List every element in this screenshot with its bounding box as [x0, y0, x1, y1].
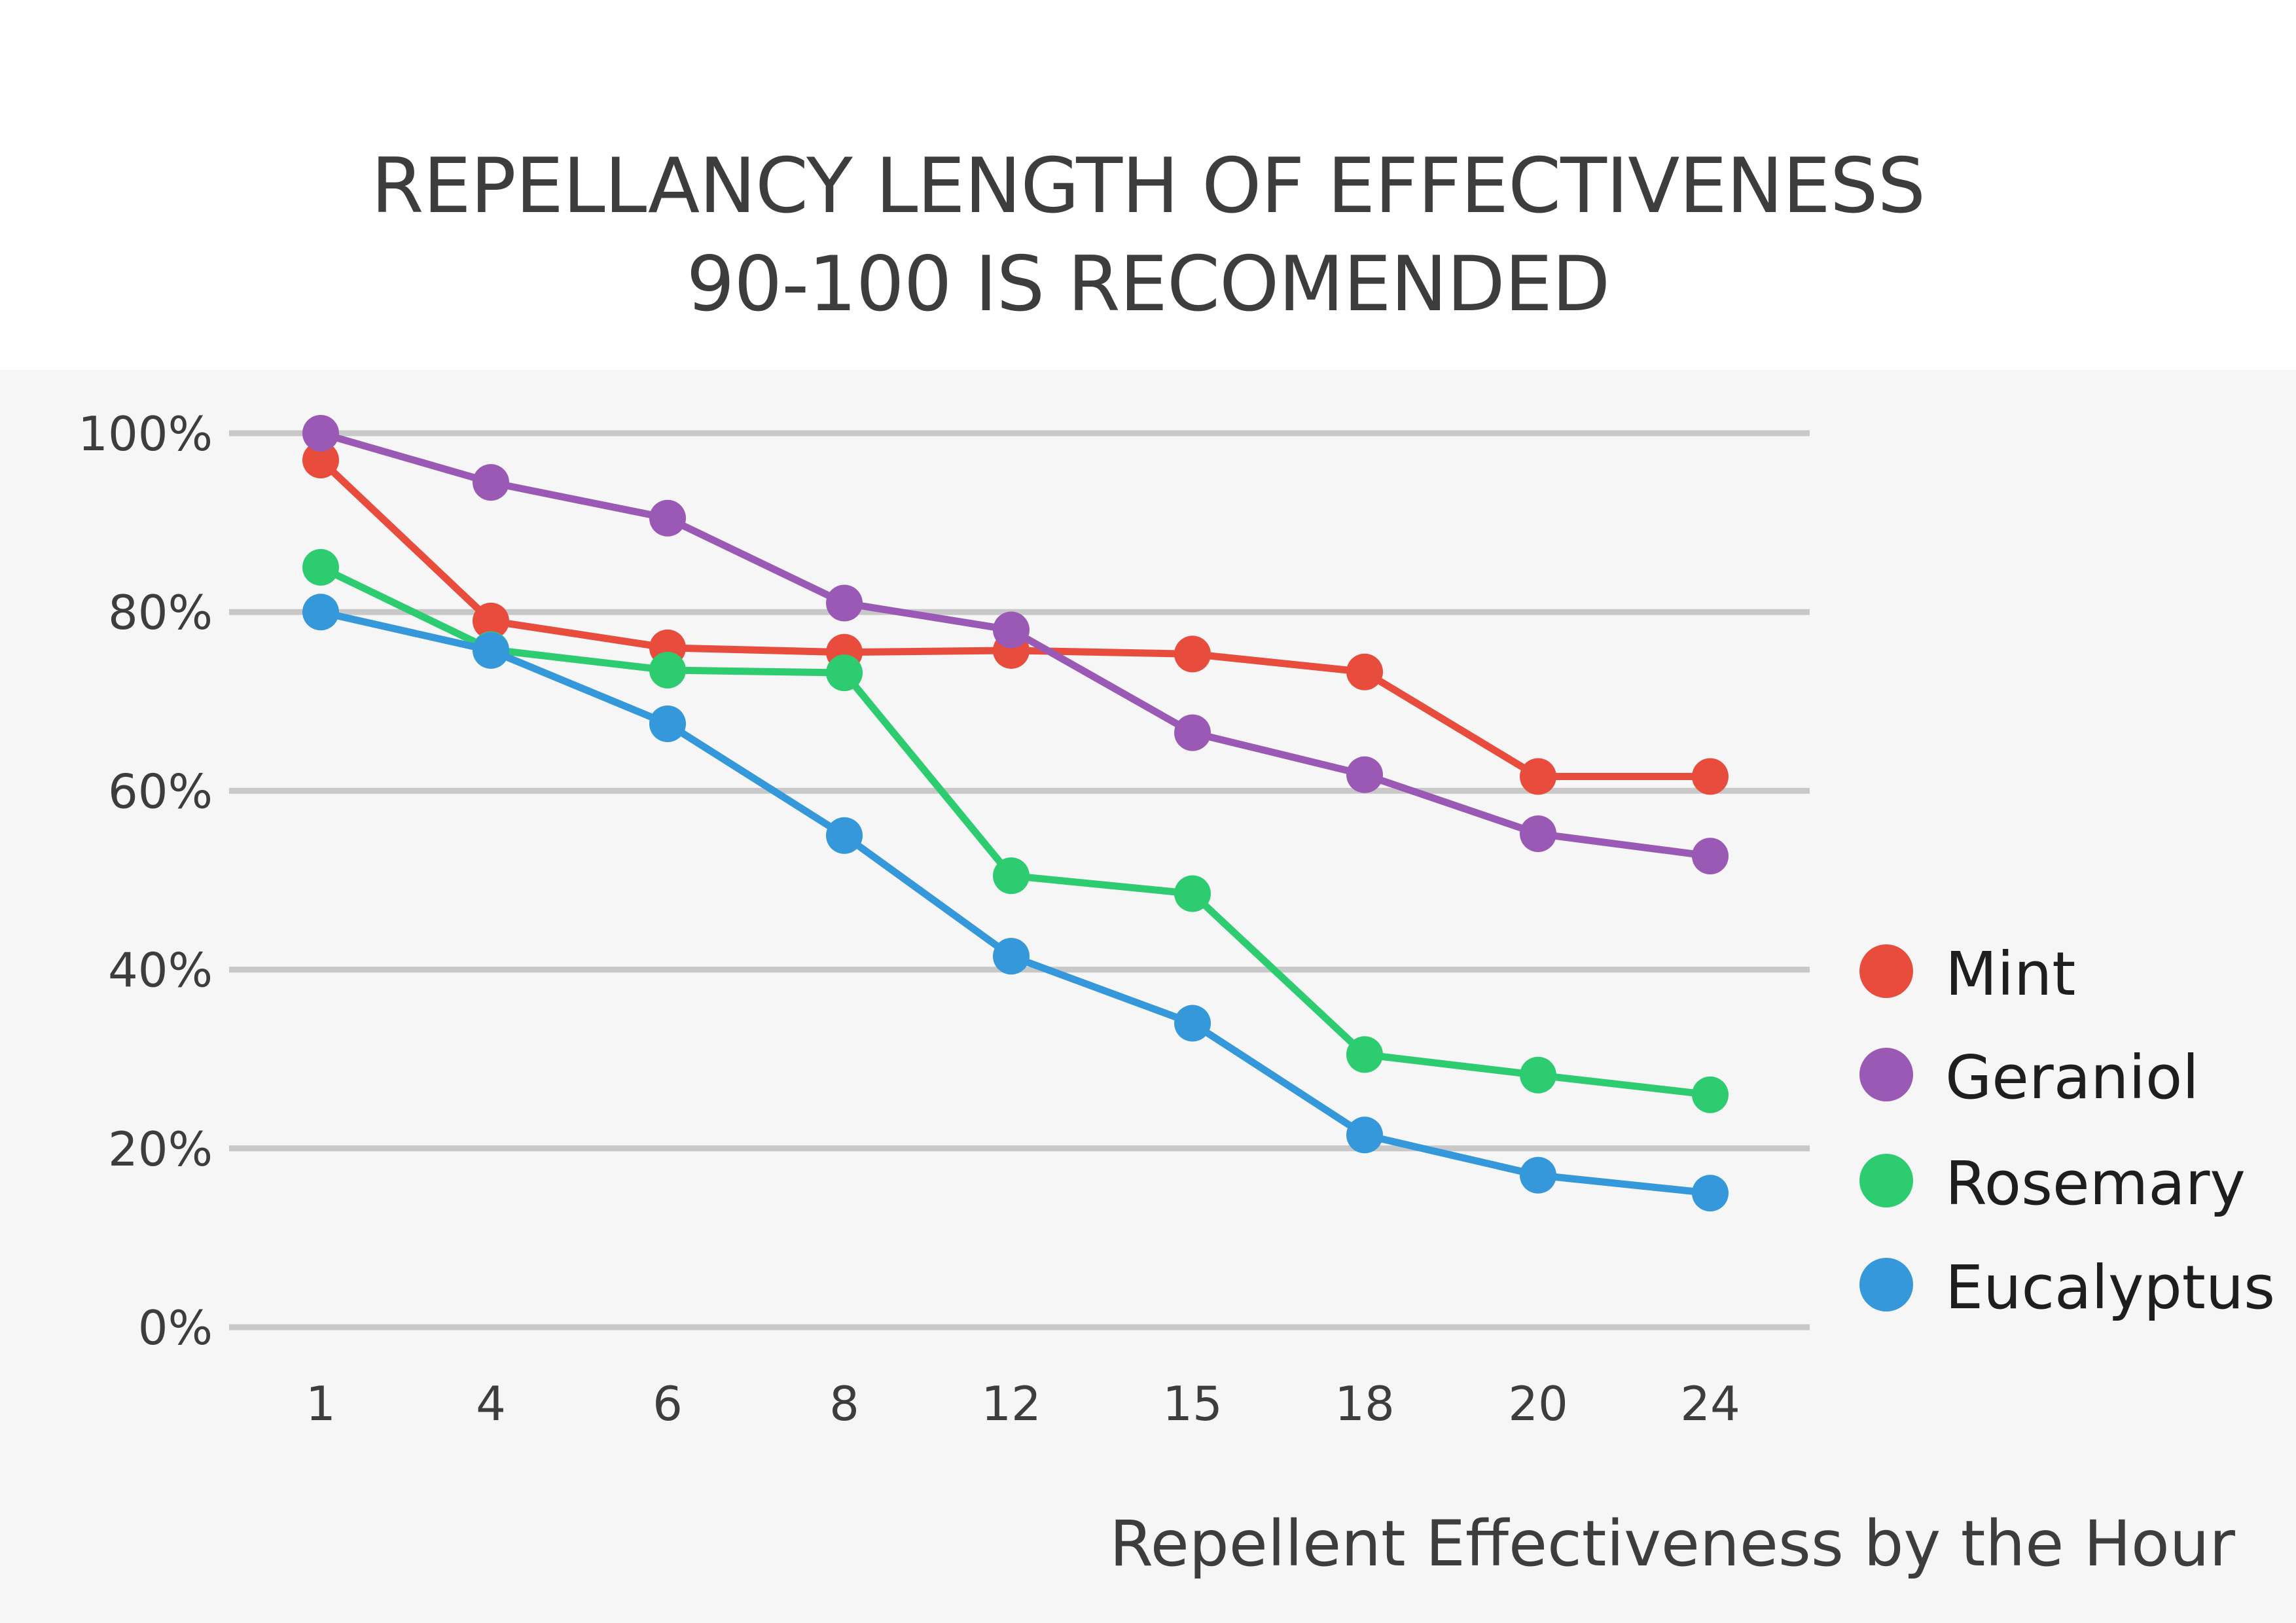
- legend-item-mint: Mint: [1859, 939, 2075, 1009]
- data-point: [473, 464, 509, 501]
- data-point: [649, 705, 686, 742]
- data-point: [1346, 1036, 1383, 1073]
- legend-label: Eucalyptus: [1945, 1253, 2275, 1323]
- x-axis-ticks: 1 4 6 8 12 15 18 20 24: [306, 1376, 1740, 1431]
- legend-marker: [1859, 1048, 1913, 1101]
- data-point: [302, 415, 339, 452]
- legend-item-geraniol: Geraniol: [1859, 1043, 2199, 1113]
- line-chart: 0% 20% 40% 60% 80% 100% 1 4 6 8 12 15 18 20 24 Mint Ge…: [78, 406, 2275, 1580]
- chart-title: REPELLANCY LENGTH OF EFFECTIVENESS: [370, 142, 1926, 230]
- y-tick-label: 100%: [78, 406, 213, 461]
- series-geraniol: [302, 415, 1729, 875]
- x-axis-label: Repellent Effectiveness by the Hour: [1109, 1507, 2235, 1580]
- data-point: [1346, 756, 1383, 793]
- series-lines: [302, 415, 1729, 1212]
- x-tick-label: 24: [1680, 1376, 1740, 1431]
- legend-marker: [1859, 1258, 1913, 1311]
- x-tick-label: 8: [829, 1376, 859, 1431]
- data-point: [993, 857, 1030, 895]
- legend: Mint Geraniol Rosemary Eucalyptus: [1859, 939, 2275, 1323]
- data-point: [1520, 758, 1556, 795]
- data-point: [649, 499, 686, 537]
- data-point: [1520, 815, 1556, 852]
- y-tick-label: 80%: [108, 585, 213, 640]
- data-point: [1692, 758, 1729, 795]
- data-point: [1174, 875, 1211, 912]
- data-point: [993, 938, 1030, 975]
- data-point: [1520, 1056, 1556, 1094]
- series-rosemary: [302, 548, 1729, 1113]
- data-point: [1692, 838, 1729, 875]
- series-eucalyptus: [302, 594, 1729, 1212]
- data-point: [826, 817, 863, 854]
- y-tick-label: 40%: [108, 943, 213, 998]
- data-point: [302, 441, 339, 478]
- legend-marker: [1859, 944, 1913, 998]
- data-point: [302, 548, 339, 586]
- data-point: [473, 632, 509, 669]
- x-tick-label: 4: [476, 1376, 506, 1431]
- data-point: [1174, 1005, 1211, 1042]
- data-point: [302, 594, 339, 631]
- legend-item-rosemary: Rosemary: [1859, 1149, 2246, 1219]
- legend-marker: [1859, 1154, 1913, 1207]
- data-point: [993, 611, 1030, 649]
- y-tick-label: 0%: [138, 1300, 213, 1355]
- data-point: [1174, 714, 1211, 751]
- y-axis-ticks: 0% 20% 40% 60% 80% 100%: [78, 406, 213, 1355]
- data-point: [1520, 1156, 1556, 1194]
- x-tick-label: 6: [653, 1376, 683, 1431]
- data-point: [826, 654, 863, 692]
- series-line: [317, 608, 1714, 1197]
- legend-label: Mint: [1945, 939, 2075, 1009]
- x-tick-label: 1: [306, 1376, 336, 1431]
- legend-label: Geraniol: [1945, 1043, 2199, 1113]
- legend-label: Rosemary: [1945, 1149, 2246, 1219]
- x-tick-label: 12: [981, 1376, 1041, 1431]
- data-point: [649, 651, 686, 688]
- x-tick-label: 18: [1335, 1376, 1395, 1431]
- y-tick-label: 20%: [108, 1122, 213, 1177]
- x-tick-label: 20: [1508, 1376, 1568, 1431]
- chart-title-block: REPELLANCY LENGTH OF EFFECTIVENESS 90-10…: [0, 0, 2296, 370]
- legend-item-eucalyptus: Eucalyptus: [1859, 1253, 2275, 1323]
- data-point: [1174, 635, 1211, 673]
- data-point: [1346, 1116, 1383, 1154]
- y-tick-label: 60%: [108, 764, 213, 819]
- chart-subtitle: 90-100 IS RECOMENDED: [686, 240, 1611, 329]
- data-point: [1692, 1175, 1729, 1212]
- x-tick-label: 15: [1162, 1376, 1223, 1431]
- data-point: [1692, 1076, 1729, 1113]
- plot-panel: 0% 20% 40% 60% 80% 100% 1 4 6 8 12 15 18 20 24 Mint Ge…: [0, 370, 2296, 1623]
- data-point: [473, 602, 509, 639]
- data-point: [826, 584, 863, 622]
- data-point: [1346, 653, 1383, 690]
